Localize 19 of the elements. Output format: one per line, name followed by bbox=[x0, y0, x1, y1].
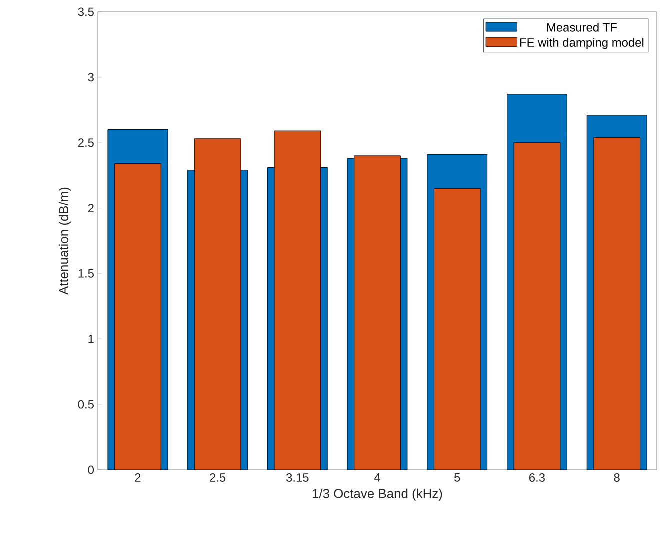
x-tick-label: 2 bbox=[135, 474, 141, 482]
y-tick-label: 3 bbox=[88, 73, 94, 82]
text: Measured TF bbox=[547, 23, 618, 32]
y-tick-label: 2.5 bbox=[78, 138, 94, 148]
legend-label: FE with damping model bbox=[520, 38, 644, 50]
y-tick-label: 2 bbox=[88, 204, 94, 212]
y-axis-title: Attenuation (dB/m) bbox=[58, 188, 72, 295]
x-tick-label: 4 bbox=[374, 474, 380, 482]
x-axis-title: 1/3 Octave Band (kHz) bbox=[312, 488, 442, 501]
y-tick-label: 0 bbox=[88, 466, 94, 474]
x-tick-label: 2.5 bbox=[210, 474, 226, 482]
y-tick-label: 0.5 bbox=[78, 400, 94, 409]
y-tick-label: 1 bbox=[88, 335, 94, 344]
x-tick-label: 5 bbox=[454, 474, 460, 482]
x-tick-label: 8 bbox=[614, 474, 620, 482]
y-tick-label: 1.5 bbox=[78, 270, 94, 278]
x-tick-label: 6.3 bbox=[530, 474, 546, 482]
x-tick-label: 3.15 bbox=[286, 474, 309, 482]
y-tick-label: 3.5 bbox=[78, 8, 94, 16]
